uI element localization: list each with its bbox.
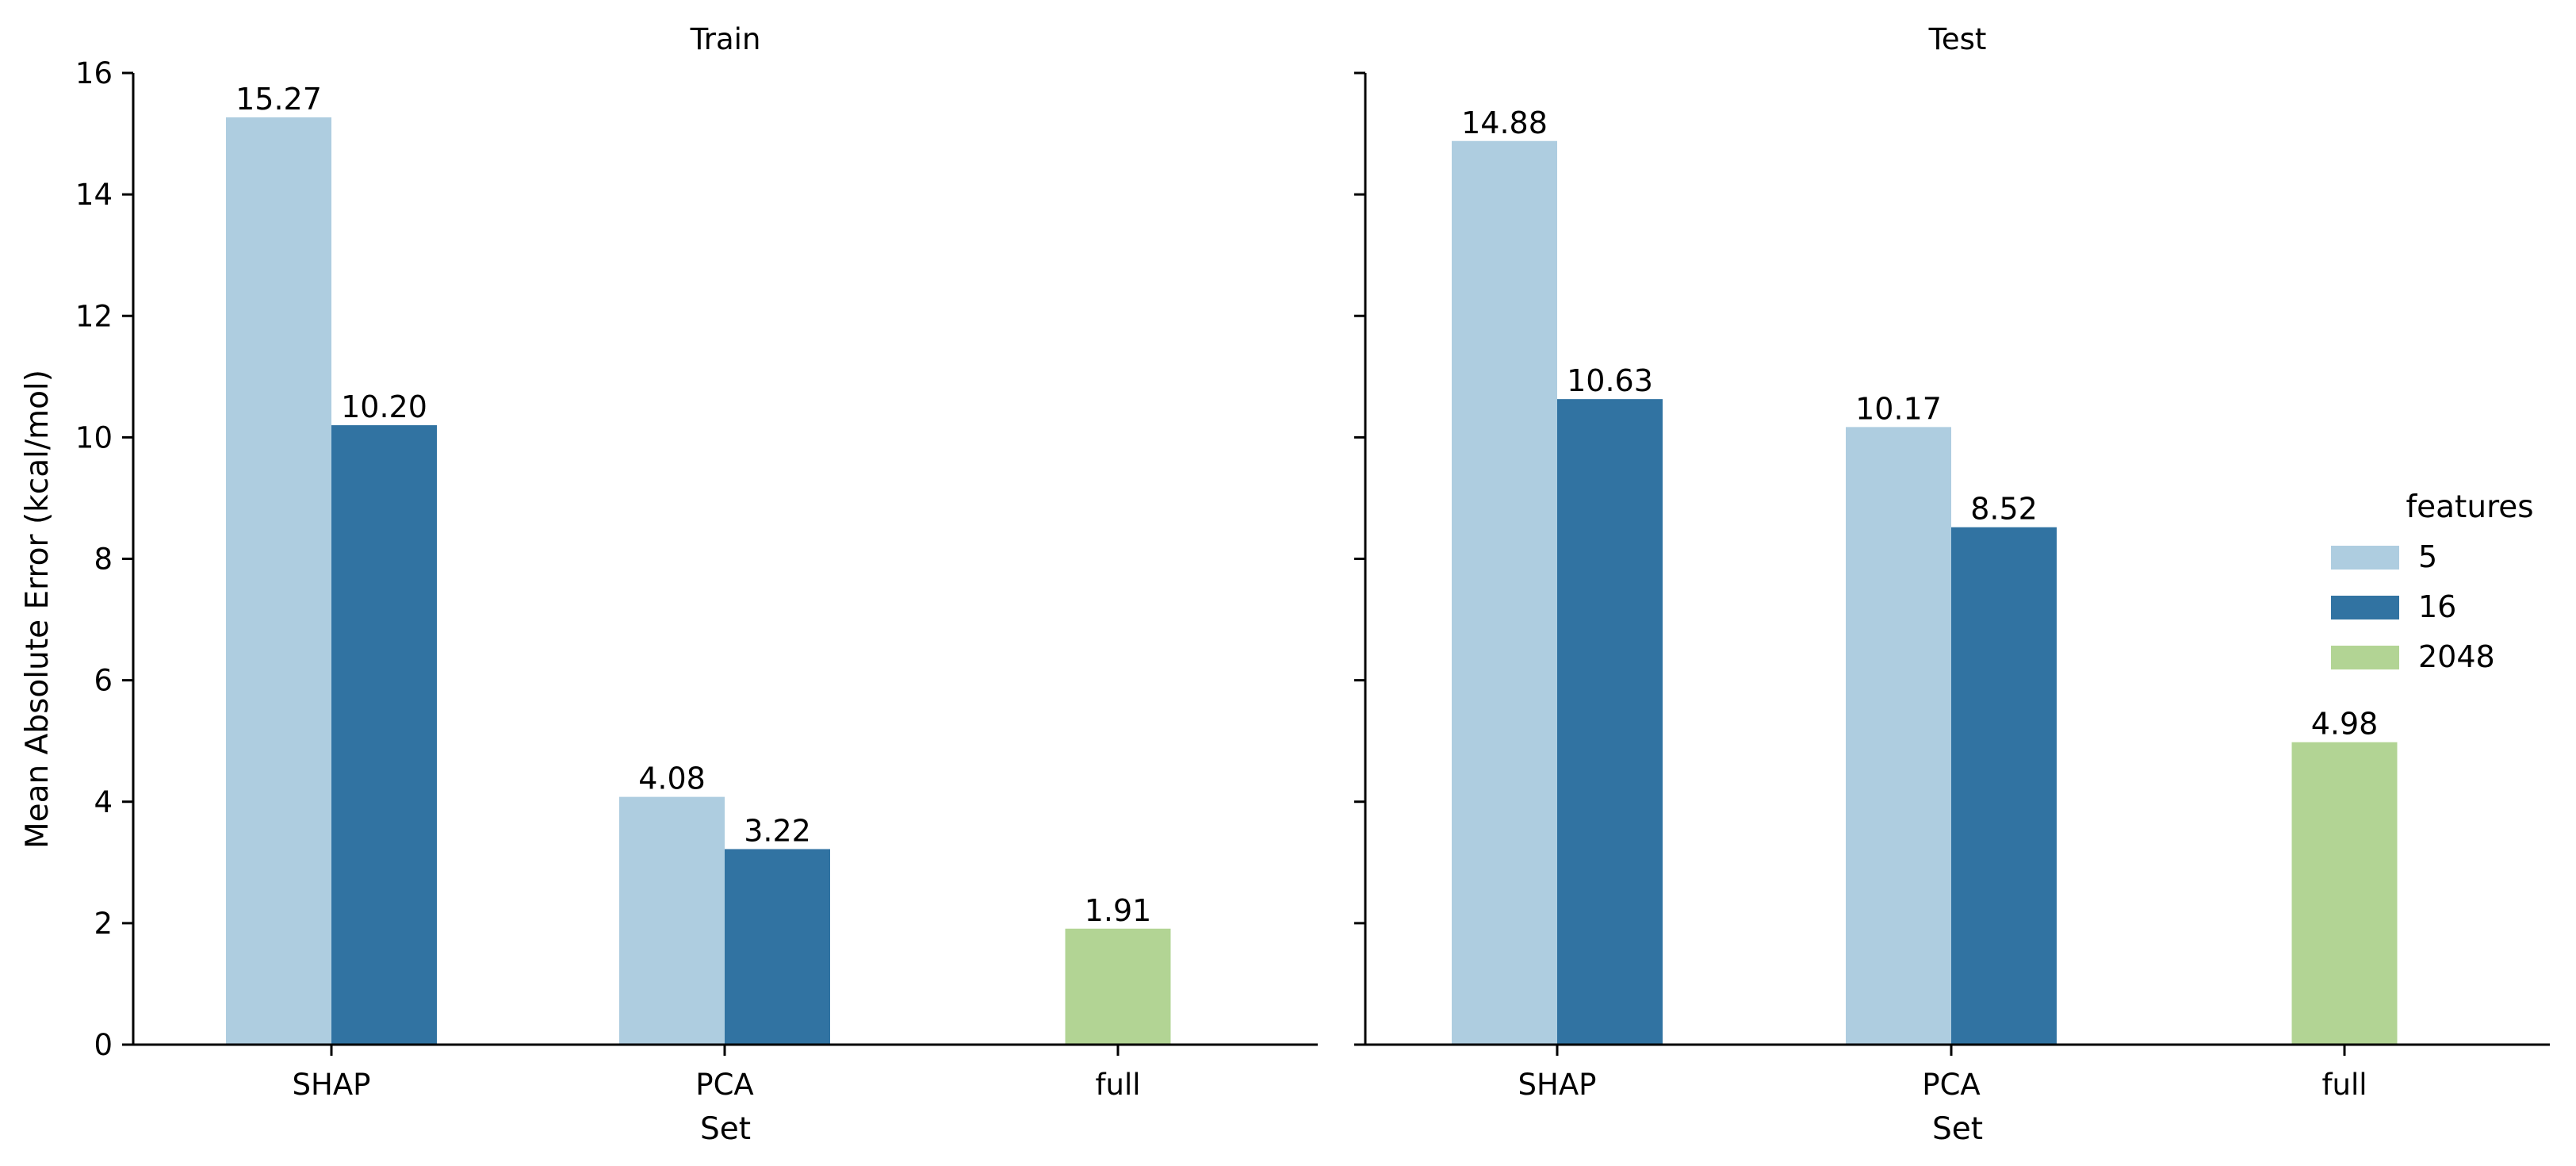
- legend-title: features: [2406, 489, 2533, 525]
- panel-title: Test: [1928, 22, 1987, 56]
- y-tick-label: 14: [75, 178, 113, 212]
- x-tick-label: full: [2321, 1068, 2367, 1102]
- legend: features 5 16 2048: [2331, 489, 2534, 674]
- legend-entry-label: 2048: [2418, 639, 2495, 674]
- x-axis-label: Set: [700, 1111, 751, 1147]
- x-tick-label: SHAP: [1518, 1068, 1597, 1102]
- bar-value-label: 4.98: [2311, 707, 2379, 742]
- bar: [2291, 742, 2398, 1045]
- y-tick-label: 6: [94, 664, 113, 698]
- bar-value-label: 10.17: [1855, 391, 1942, 426]
- y-tick-label: 8: [94, 543, 113, 577]
- bar-value-label: 1.91: [1085, 893, 1152, 928]
- bar-value-label: 4.08: [638, 761, 706, 796]
- panel-train: Train 15.27 10.20 SHAP 4.08 3.22 PCA 1.91 full 0 2…: [75, 22, 1318, 1147]
- bar: [1452, 140, 1557, 1045]
- y-tick-label: 16: [75, 56, 113, 90]
- bar: [619, 796, 725, 1045]
- panel-title: Train: [690, 22, 761, 56]
- legend-entry-label: 16: [2418, 589, 2456, 624]
- y-axis-label: Mean Absolute Error (kcal/mol): [20, 370, 56, 849]
- x-tick-label: full: [1095, 1068, 1140, 1102]
- x-tick-label: PCA: [1922, 1068, 1980, 1102]
- bar-value-label: 10.20: [341, 389, 427, 424]
- legend-swatch: [2331, 546, 2399, 570]
- y-tick-label: 2: [94, 907, 113, 941]
- bar-value-label: 10.63: [1567, 363, 1653, 398]
- bar: [331, 425, 437, 1045]
- bar: [1951, 527, 2057, 1045]
- bar: [725, 849, 830, 1045]
- bar-value-label: 3.22: [744, 813, 811, 848]
- panel-test: Test 14.88 10.63 SHAP 10.17 8.52 PCA 4.98 full Se…: [1354, 22, 2550, 1147]
- legend-entry-label: 5: [2418, 539, 2437, 574]
- x-axis-label: Set: [1932, 1111, 1983, 1147]
- x-tick-label: SHAP: [293, 1068, 371, 1102]
- bar-value-label: 14.88: [1461, 105, 1548, 140]
- legend-swatch: [2331, 646, 2399, 669]
- bar: [1846, 427, 1951, 1045]
- bar: [1557, 399, 1663, 1045]
- bar: [226, 117, 331, 1045]
- x-tick-label: PCA: [695, 1068, 753, 1102]
- bar-value-label: 15.27: [235, 82, 322, 117]
- legend-swatch: [2331, 596, 2399, 619]
- bar-value-label: 8.52: [1970, 492, 2038, 527]
- y-tick-label: 4: [94, 785, 113, 819]
- y-tick-label: 12: [75, 299, 113, 333]
- y-tick-label: 0: [94, 1028, 113, 1062]
- bar: [1065, 928, 1171, 1045]
- y-tick-label: 10: [75, 420, 113, 455]
